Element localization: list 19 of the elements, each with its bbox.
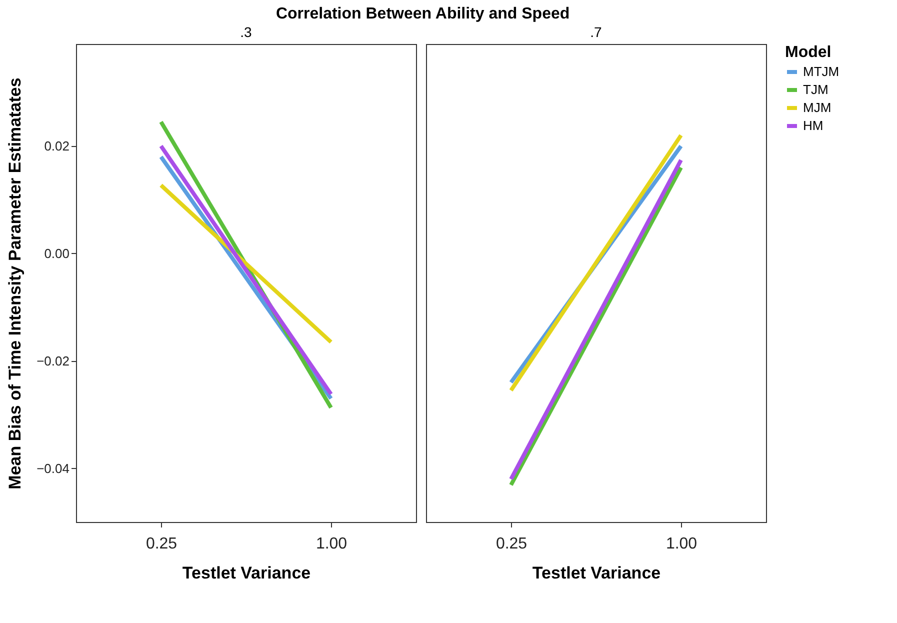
y-tick-label: 0.00 — [44, 246, 70, 261]
legend-label: HM — [803, 118, 824, 133]
x-tick-label: 0.25 — [146, 536, 178, 552]
x-tick-label: 0.25 — [496, 536, 528, 552]
text: Correlation Between Ability and Speed — [276, 6, 570, 22]
y-tick-label: 0.02 — [44, 138, 70, 154]
y-tick-label: −0.04 — [36, 460, 70, 476]
chart-title: .3 — [240, 24, 252, 40]
legend-label: MJM — [803, 100, 832, 115]
y-axis-title: Mean Bias of Time Intensity Parameter Estimatates — [6, 78, 25, 490]
legend-label: TJM — [803, 82, 828, 97]
legend-label: MTJM — [803, 64, 840, 79]
x-tick-label: 1.00 — [666, 536, 698, 552]
x-tick-label: 1.00 — [316, 536, 348, 552]
x-axis-title: Testlet Variance — [182, 564, 311, 582]
legend-title: Model — [785, 44, 832, 61]
chart-title: .7 — [590, 24, 602, 40]
x-axis-title: Testlet Variance — [532, 564, 661, 582]
y-tick-label: −0.02 — [36, 353, 70, 368]
